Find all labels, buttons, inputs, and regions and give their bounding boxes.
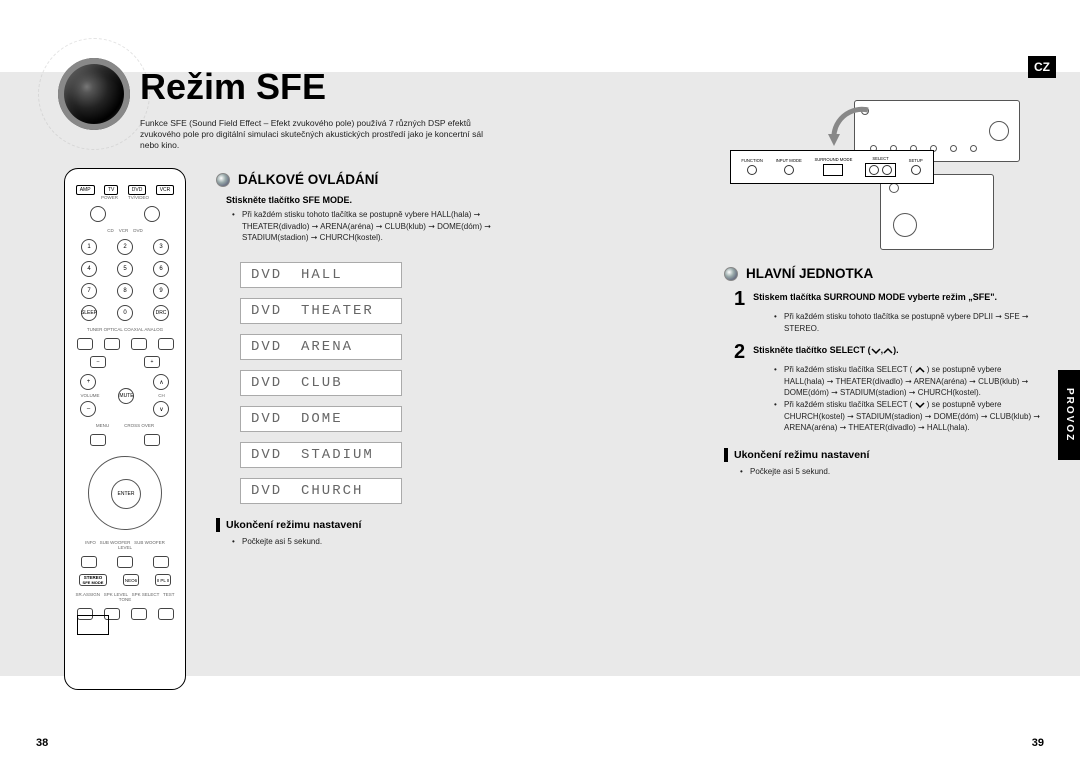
chevron-up-icon xyxy=(883,346,893,356)
display-sequence-list: DVDHALL DVDTHEATER DVDARENA DVDCLUB DVDDOME D… xyxy=(240,262,526,504)
end-bullet-left: Počkejte asi 5 sekund. xyxy=(232,536,526,548)
display-readout: DVDSTADIUM xyxy=(240,442,402,468)
speaker-decoration xyxy=(38,38,150,150)
step-press-sfe: Stiskněte tlačítko SFE MODE. xyxy=(226,195,526,205)
remote-control-diagram: AMPTVDVDVCR POWER TV/VIDEO CD VCR DVD 12… xyxy=(64,168,186,690)
remote-heading: DÁLKOVÉ OVLÁDÁNÍ xyxy=(238,172,378,187)
step-sfe-cycle: Při každém stisku tohoto tlačítka se pos… xyxy=(232,209,526,244)
step-number-2: 2 xyxy=(734,342,745,362)
step1-bold: Stiskem tlačítka SURROUND MODE vyberte r… xyxy=(753,289,997,304)
remote-instructions-column: DÁLKOVÉ OVLÁDÁNÍ Stiskněte tlačítko SFE … xyxy=(216,172,526,547)
bar-icon xyxy=(216,518,220,532)
step2-bold: Stiskněte tlačítko SELECT (,). xyxy=(753,342,899,357)
page-title: Režim SFE xyxy=(140,66,326,108)
bar-icon xyxy=(724,448,728,462)
intro-paragraph: Funkce SFE (Sound Field Effect – Efekt z… xyxy=(140,118,500,151)
end-heading-left: Ukončení režimu nastavení xyxy=(226,519,361,531)
display-readout: DVDTHEATER xyxy=(240,298,402,324)
display-readout: DVDCLUB xyxy=(240,370,402,396)
main-unit-instructions-column: HLAVNÍ JEDNOTKA 1 Stiskem tlačítka SURRO… xyxy=(724,266,1044,477)
display-readout: DVDDOME xyxy=(240,406,402,432)
chevron-down-icon xyxy=(871,346,881,356)
section-tab: PROVOZ xyxy=(1058,370,1080,460)
page-number-left: 38 xyxy=(36,737,48,749)
display-readout: DVDHALL xyxy=(240,262,402,288)
step-number-1: 1 xyxy=(734,289,745,309)
step1-bullet: Při každém stisku tohoto tlačítka se pos… xyxy=(774,311,1044,334)
language-badge: CZ xyxy=(1028,56,1056,78)
display-readout: DVDCHURCH xyxy=(240,478,402,504)
zoom-arrow-icon xyxy=(826,104,876,154)
bullet-orb-icon xyxy=(216,173,230,187)
unit-front-panel-zoom: FUNCTIONINPUT MODESURROUND MODESELECTSET… xyxy=(730,150,934,184)
sfe-mode-button-highlight xyxy=(77,615,109,635)
end-bullet-right: Počkejte asi 5 sekund. xyxy=(740,466,1044,478)
step2-bullet-down: Při každém stisku tlačítka SELECT ( ) se… xyxy=(774,399,1044,434)
end-heading-right: Ukončení režimu nastavení xyxy=(734,449,869,461)
display-readout: DVDARENA xyxy=(240,334,402,360)
bullet-orb-icon xyxy=(724,267,738,281)
main-unit-diagram: FUNCTIONINPUT MODESURROUND MODESELECTSET… xyxy=(730,94,1026,254)
main-unit-heading: HLAVNÍ JEDNOTKA xyxy=(746,266,873,281)
page-number-right: 39 xyxy=(1032,737,1044,749)
step2-bullet-up: Při každém stisku tlačítka SELECT ( ) se… xyxy=(774,364,1044,399)
